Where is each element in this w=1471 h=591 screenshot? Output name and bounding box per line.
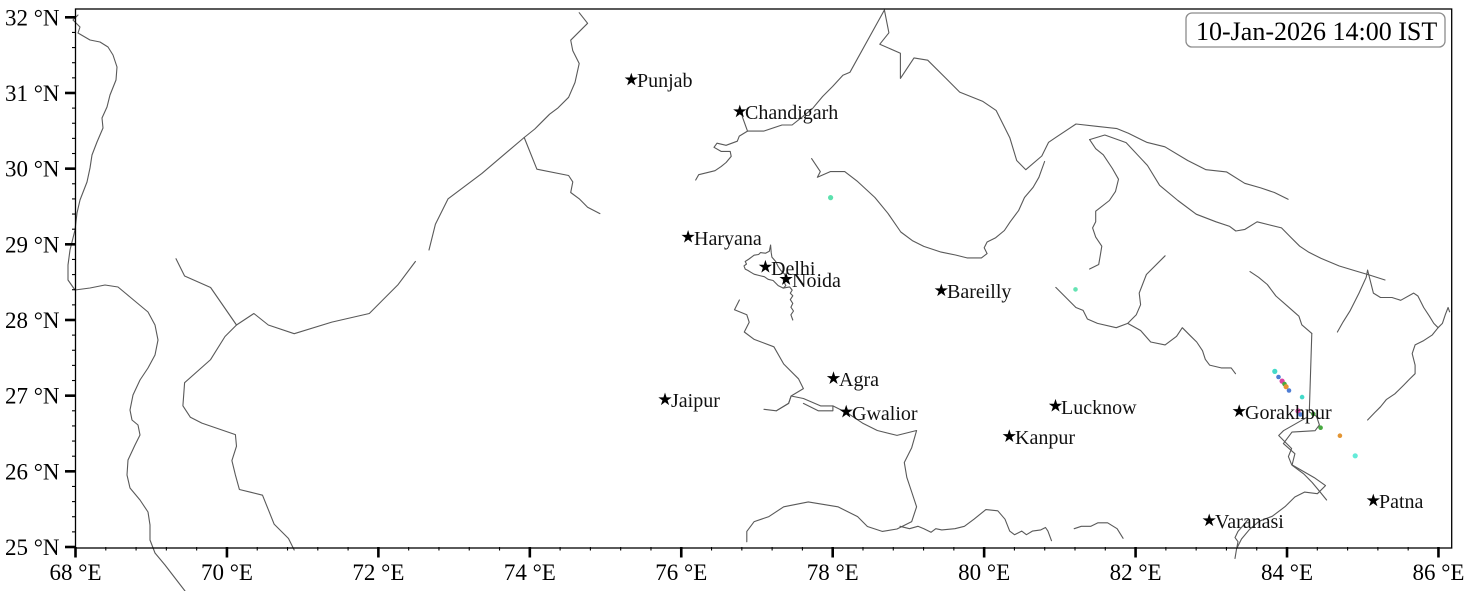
svg-text:Kanpur: Kanpur [1015,427,1075,449]
svg-text:Chandigarh: Chandigarh [745,102,838,124]
svg-text:31 °N: 31 °N [5,81,60,106]
svg-text:29 °N: 29 °N [5,232,60,257]
svg-text:70 °E: 70 °E [201,560,253,585]
svg-text:78 °E: 78 °E [807,560,859,585]
svg-text:Varanasi: Varanasi [1215,511,1284,533]
svg-text:28 °N: 28 °N [5,308,60,333]
svg-text:Bareilly: Bareilly [947,281,1011,303]
svg-text:74 °E: 74 °E [504,560,556,585]
svg-text:Jaipur: Jaipur [671,390,720,412]
svg-text:Patna: Patna [1379,491,1424,513]
svg-text:Noida: Noida [792,270,841,292]
svg-text:80 °E: 80 °E [958,560,1010,585]
svg-text:26 °N: 26 °N [5,459,60,484]
svg-text:Lucknow: Lucknow [1061,397,1137,419]
svg-text:Punjab: Punjab [637,70,693,92]
svg-text:72 °E: 72 °E [352,560,404,585]
svg-text:Haryana: Haryana [694,228,762,250]
svg-text:10-Jan-2026 14:00 IST: 10-Jan-2026 14:00 IST [1196,17,1437,46]
svg-text:Gorakhpur: Gorakhpur [1245,402,1332,424]
svg-text:32 °N: 32 °N [5,5,60,30]
svg-text:76 °E: 76 °E [655,560,707,585]
svg-text:27 °N: 27 °N [5,384,60,409]
svg-text:68 °E: 68 °E [50,560,102,585]
svg-text:84 °E: 84 °E [1261,560,1313,585]
svg-text:82 °E: 82 °E [1110,560,1162,585]
svg-text:86 °E: 86 °E [1412,560,1464,585]
svg-text:30 °N: 30 °N [5,157,60,182]
svg-text:Gwalior: Gwalior [852,403,918,425]
svg-text:25 °N: 25 °N [5,535,60,560]
svg-text:Agra: Agra [839,369,879,391]
